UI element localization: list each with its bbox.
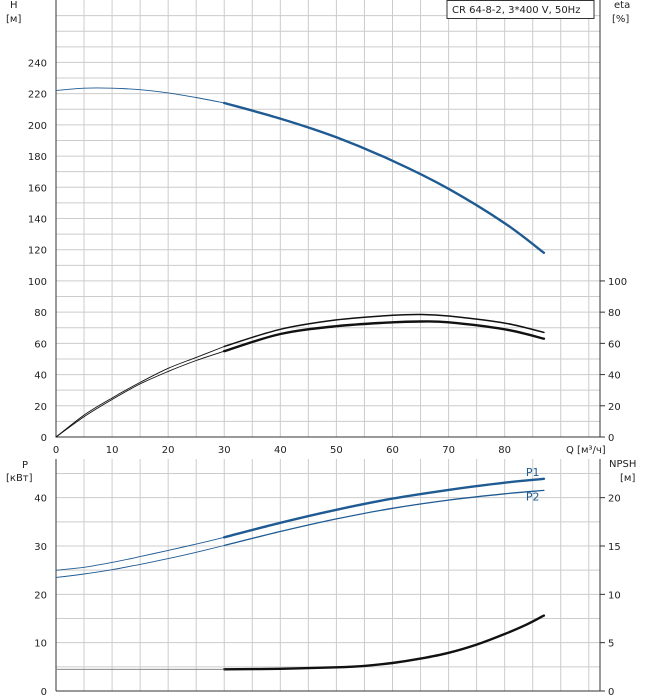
npsh-axis-label: NPSH <box>609 459 636 470</box>
top-left-tick-label: 120 <box>28 246 47 257</box>
bottom-left-tick-label: 40 <box>34 494 47 505</box>
top-series-line-2 <box>223 313 545 348</box>
series-label-p1: P1 <box>526 466 540 479</box>
top-panel: H [м] eta [%] 02040608010012014016018020… <box>6 0 630 456</box>
top-left-tick-label: 180 <box>28 152 47 163</box>
top-left-tick-label: 20 <box>34 402 47 413</box>
top-series-line-5 <box>55 350 225 438</box>
bottom-left-tick-label: 20 <box>34 590 47 601</box>
top-left-tick-label: 60 <box>34 339 47 350</box>
h-axis-label: H <box>10 0 18 11</box>
top-series-line-1 <box>55 87 225 104</box>
top-series-line-0 <box>223 101 546 254</box>
eta-tick-labels: 0 20 40 60 80 100 <box>600 277 627 444</box>
q-tick-label: 10 <box>106 445 119 456</box>
q-tick-label: 80 <box>498 445 511 456</box>
top-left-tick-label: 80 <box>34 308 47 319</box>
top-right-tick-label: 20 <box>608 402 621 413</box>
bottom-series-line-3 <box>55 545 225 578</box>
p-axis-label: P <box>22 460 28 471</box>
p-axis-unit: [кВт] <box>6 473 33 484</box>
top-left-tick-label: 200 <box>28 121 47 132</box>
top-right-tick-label: 80 <box>608 308 621 319</box>
h-tick-labels: 0 20 40 60 80 100 120 140 160 180 200 220 240 <box>28 58 47 444</box>
top-left-tick-label: 240 <box>28 58 47 69</box>
series-label-p2: P2 <box>526 490 540 503</box>
bottom-series-line-1 <box>55 536 225 571</box>
bottom-series-line-2-p2 <box>223 489 545 547</box>
bottom-right-tick-label: 20 <box>608 494 621 505</box>
top-series <box>55 87 546 438</box>
q-tick-label: 20 <box>162 445 175 456</box>
q-tick-label: 40 <box>274 445 287 456</box>
bottom-grid <box>56 459 600 691</box>
top-left-tick-label: 140 <box>28 215 47 226</box>
top-right-tick-label: 60 <box>608 339 621 350</box>
top-grid <box>56 0 600 437</box>
q-tick-label: 0 <box>53 445 59 456</box>
bottom-series-line-0-p1 <box>223 477 546 539</box>
bottom-panel: P [кВт] NPSH [м] 0 10 20 30 40 0 5 10 15 20 P1 P2 <box>6 459 636 698</box>
chart-title-box: CR 64-8-2, 3*400 V, 50Hz <box>446 0 595 19</box>
chart-title: CR 64-8-2, 3*400 V, 50Hz <box>452 5 580 16</box>
q-axis-label: Q [м³/ч] <box>566 445 606 456</box>
p-tick-labels: 0 10 20 30 40 <box>34 494 47 698</box>
top-left-tick-label: 160 <box>28 183 47 194</box>
bottom-right-tick-label: 15 <box>608 542 621 553</box>
bottom-series: P1 P2 <box>55 466 546 671</box>
q-tick-label: 70 <box>442 445 455 456</box>
top-right-tick-label: 40 <box>608 371 621 382</box>
bottom-series-line-4 <box>223 614 546 671</box>
bottom-left-tick-label: 0 <box>41 687 47 698</box>
npsh-axis-unit: [м] <box>620 473 635 484</box>
bottom-right-tick-label: 0 <box>608 687 614 698</box>
top-left-tick-label: 0 <box>41 433 47 444</box>
q-tick-labels: 0 10 20 30 40 50 60 70 80 <box>53 445 511 456</box>
bottom-right-tick-label: 5 <box>608 639 614 650</box>
h-axis-unit: [м] <box>6 14 21 25</box>
top-right-tick-label: 100 <box>608 277 627 288</box>
bottom-right-tick-label: 10 <box>608 590 621 601</box>
q-tick-label: 60 <box>386 445 399 456</box>
top-right-tick-label: 0 <box>608 433 614 444</box>
top-series-line-4 <box>223 320 546 353</box>
q-tick-label: 50 <box>330 445 343 456</box>
top-left-tick-label: 40 <box>34 371 47 382</box>
bottom-left-tick-label: 30 <box>34 542 47 553</box>
eta-axis-unit: [%] <box>612 14 629 25</box>
top-series-line-3 <box>55 346 225 438</box>
top-left-tick-label: 100 <box>28 277 47 288</box>
q-tick-label: 30 <box>218 445 231 456</box>
top-left-tick-label: 220 <box>28 90 47 101</box>
npsh-tick-labels: 0 5 10 15 20 <box>600 494 621 698</box>
eta-axis-label: eta <box>614 0 630 11</box>
bottom-left-tick-label: 10 <box>34 639 47 650</box>
